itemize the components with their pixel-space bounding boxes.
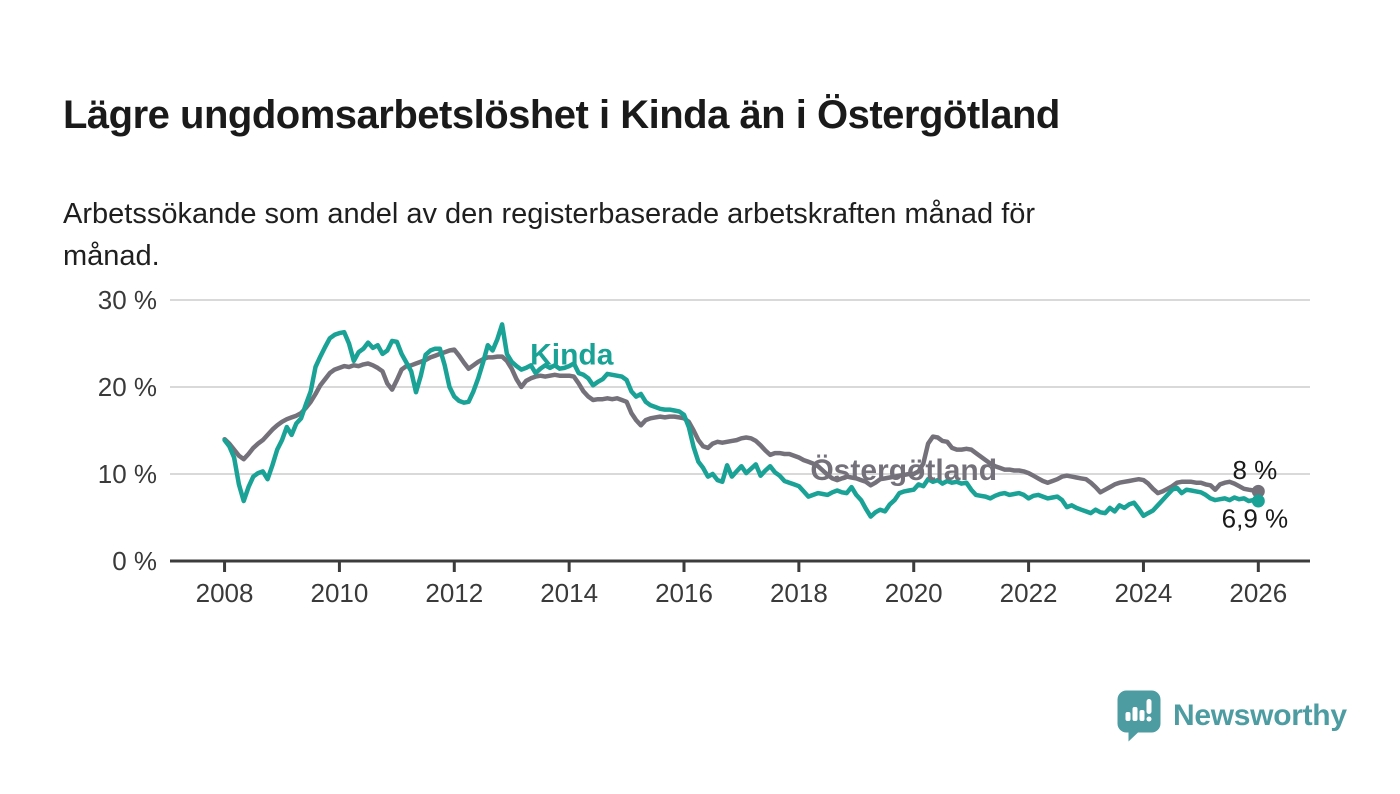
- bar-chart-speech-bubble-icon: [1117, 690, 1161, 742]
- series-line-kinda: [222, 322, 1261, 519]
- y-axis-label-30: 30 %: [98, 285, 157, 315]
- bar-3: [1139, 710, 1145, 721]
- y-axis-label-10: 10 %: [98, 459, 157, 489]
- x-axis-label-2016: 2016: [655, 578, 713, 608]
- bar-1: [1125, 712, 1131, 721]
- exclamation-bar: [1146, 699, 1152, 714]
- x-axis-label-2018: 2018: [770, 578, 828, 608]
- page-subtitle: Arbetssökande som andel av den registerb…: [63, 198, 1036, 273]
- x-axis-label-2020: 2020: [885, 578, 943, 608]
- x-axis-label-2014: 2014: [540, 578, 598, 608]
- x-axis-label-2024: 2024: [1115, 578, 1173, 608]
- x-axis-label-2022: 2022: [1000, 578, 1058, 608]
- newsworthy-logo: Newsworthy: [1116, 689, 1347, 743]
- series-line-östergötland: [222, 347, 1261, 496]
- x-axis-label-2026: 2026: [1229, 578, 1287, 608]
- y-axis-label-20: 20 %: [98, 372, 157, 402]
- series-end-dot-kinda: [1251, 494, 1265, 508]
- bar-2: [1132, 707, 1138, 721]
- x-axis-label-2008: 2008: [196, 578, 254, 608]
- y-axis-label-0: 0 %: [112, 546, 157, 576]
- series-label-östergötland: Östergötland: [810, 454, 997, 487]
- end-value-label-0: 8 %: [1232, 455, 1277, 485]
- exclamation-dot: [1146, 716, 1152, 722]
- speech-bubble-shape: [1117, 690, 1161, 742]
- page-title: Lägre ungdomsarbetslöshet i Kinda än i Ö…: [63, 92, 1060, 137]
- x-axis-label-2012: 2012: [425, 578, 483, 608]
- x-axis-label-2010: 2010: [310, 578, 368, 608]
- series-label-kinda: Kinda: [530, 338, 614, 371]
- newsworthy-logo-text: Newsworthy: [1173, 699, 1347, 732]
- end-value-label-1: 6,9 %: [1222, 504, 1289, 534]
- series-end-dot-östergötland: [1251, 484, 1265, 498]
